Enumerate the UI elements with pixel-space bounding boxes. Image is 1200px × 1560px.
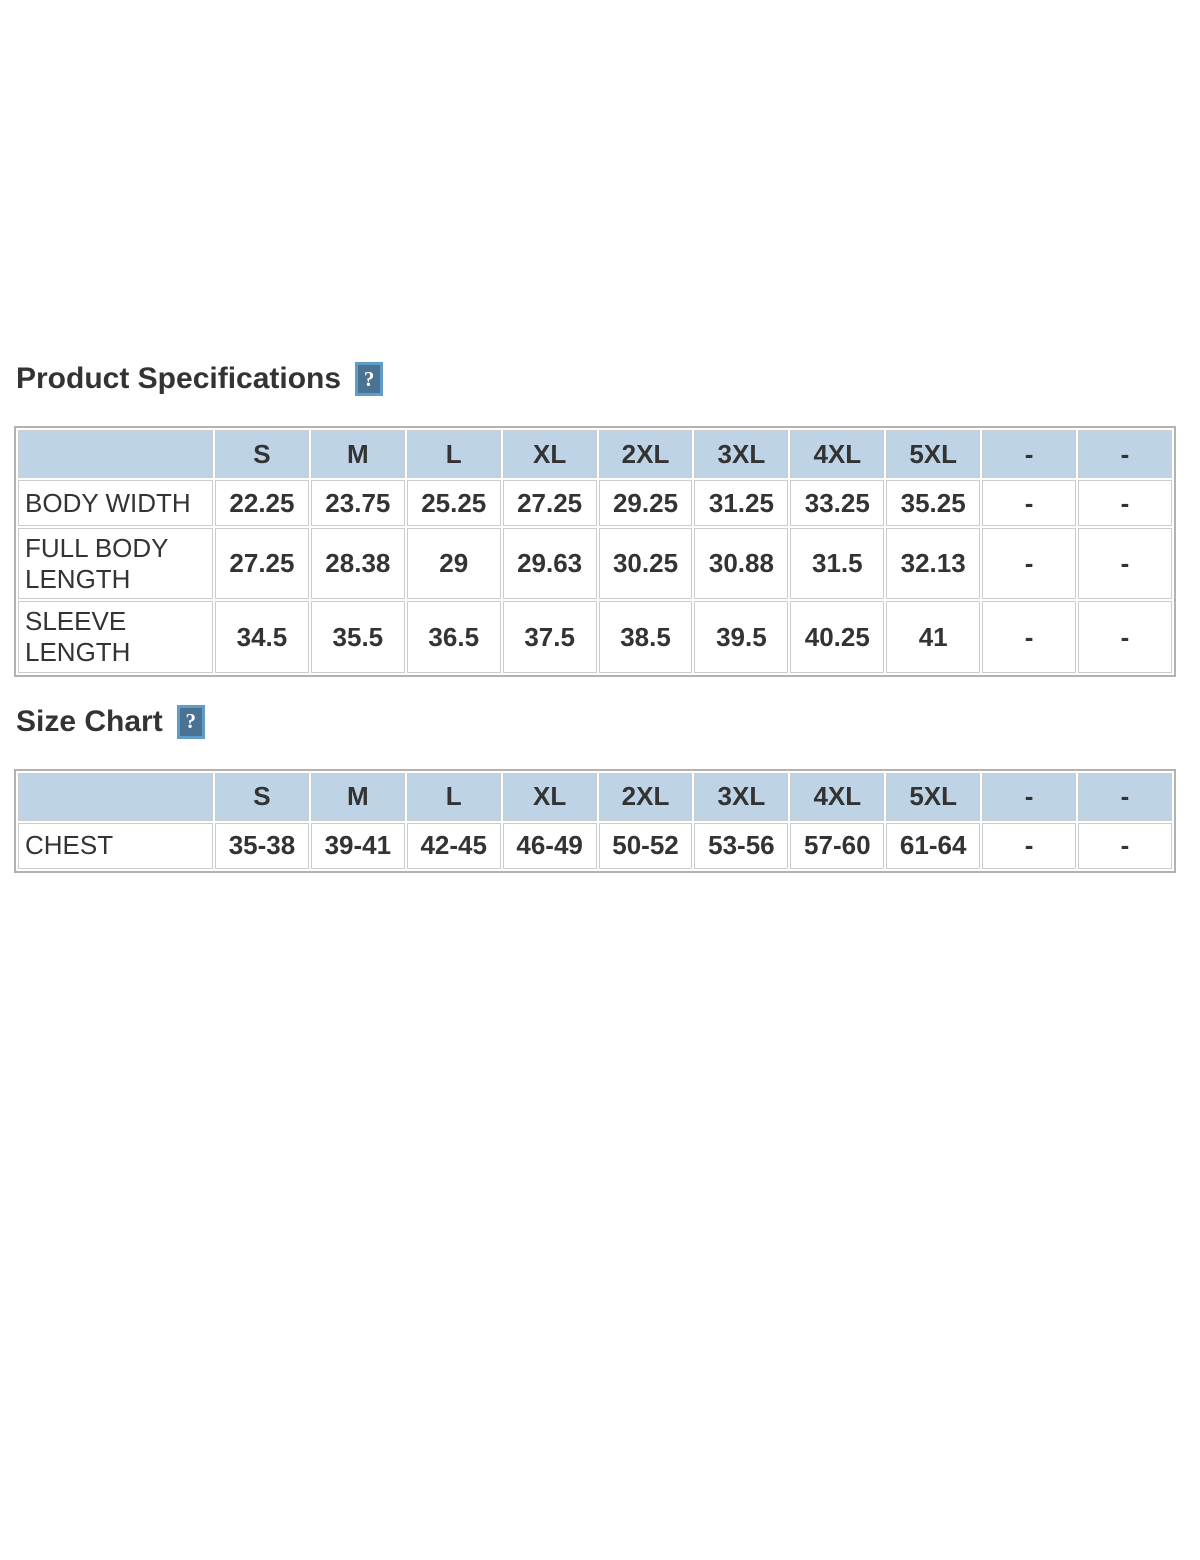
value-cell: 28.38 (310, 528, 405, 600)
value-cell: 57-60 (790, 822, 885, 869)
page: Product Specifications ? S M L XL 2XL 3XL 4XL 5… (0, 360, 1200, 873)
value-cell: 29 (406, 528, 501, 600)
value-cell: 29.25 (598, 480, 693, 526)
value-cell: - (982, 601, 1077, 673)
page-title: Size Chart (16, 704, 163, 738)
size-column-header: - (1078, 430, 1172, 478)
size-column-header: - (982, 430, 1077, 478)
value-cell: 34.5 (215, 601, 309, 673)
value-cell: 27.25 (215, 528, 309, 600)
help-icon[interactable]: ? (176, 704, 205, 739)
row-label: FULL BODY LENGTH (18, 528, 213, 600)
value-cell: 53-56 (694, 822, 789, 869)
size-column-header: M (310, 772, 405, 821)
size-column-header: S (215, 772, 309, 821)
size-column-header: 5XL (886, 772, 981, 821)
product-specifications-table: S M L XL 2XL 3XL 4XL 5XL - - BODY WIDTH 22.25 23.75… (14, 426, 1176, 677)
value-cell: 27.25 (502, 480, 597, 526)
size-column-header: 2XL (598, 430, 693, 478)
value-cell: 61-64 (886, 822, 981, 869)
value-cell: 35.5 (310, 601, 405, 673)
value-cell: - (982, 480, 1077, 526)
value-cell: 35.25 (886, 480, 981, 526)
size-column-header: XL (502, 772, 597, 821)
value-cell: - (982, 822, 1077, 869)
header-row: S M L XL 2XL 3XL 4XL 5XL - - (18, 430, 1172, 478)
value-cell: 32.13 (886, 528, 981, 600)
size-column-header: 3XL (694, 772, 789, 821)
value-cell: 36.5 (406, 601, 501, 673)
row-label: CHEST (18, 822, 213, 869)
size-column-header: 4XL (790, 772, 885, 821)
table-row: CHEST 35-38 39-41 42-45 46-49 50-52 53-56 57-60… (18, 822, 1172, 869)
size-column-header: L (406, 772, 501, 821)
value-cell: 42-45 (406, 822, 501, 869)
value-cell: 31.25 (694, 480, 789, 526)
size-column-header: 5XL (886, 430, 981, 478)
size-column-header: - (1078, 772, 1172, 821)
value-cell: 31.5 (790, 528, 885, 600)
value-cell: - (1078, 480, 1172, 526)
size-column-header: - (982, 772, 1077, 821)
section-heading: Size Chart ? (14, 703, 1176, 741)
value-cell: 50-52 (598, 822, 693, 869)
value-cell: 39-41 (310, 822, 405, 869)
value-cell: - (1078, 822, 1172, 869)
section-heading: Product Specifications ? (14, 360, 1176, 398)
size-column-header: XL (502, 430, 597, 478)
corner-cell (18, 772, 213, 821)
size-column-header: M (310, 430, 405, 478)
table-row: BODY WIDTH 22.25 23.75 25.25 27.25 29.25 31.25… (18, 480, 1172, 526)
product-specifications-section: Product Specifications ? S M L XL 2XL 3XL 4XL 5… (14, 360, 1176, 677)
value-cell: 40.25 (790, 601, 885, 673)
value-cell: 30.88 (694, 528, 789, 600)
size-column-header: S (215, 430, 309, 478)
value-cell: 41 (886, 601, 981, 673)
help-icon[interactable]: ? (355, 362, 384, 396)
table-row: FULL BODY LENGTH 27.25 28.38 29 29.63 30.25 30… (18, 528, 1172, 600)
row-label: SLEEVE LENGTH (18, 601, 213, 673)
value-cell: 35-38 (215, 822, 309, 869)
row-label: BODY WIDTH (18, 480, 213, 526)
size-column-header: 2XL (598, 772, 693, 821)
size-column-header: 4XL (790, 430, 885, 478)
size-column-header: L (406, 430, 501, 478)
value-cell: 39.5 (694, 601, 789, 673)
value-cell: 23.75 (310, 480, 405, 526)
size-column-header: 3XL (694, 430, 789, 478)
page-title: Product Specifications (16, 362, 342, 395)
value-cell: 29.63 (502, 528, 597, 600)
value-cell: 37.5 (502, 601, 597, 673)
table-row: SLEEVE LENGTH 34.5 35.5 36.5 37.5 38.5 39.5 40.… (18, 601, 1172, 673)
value-cell: - (1078, 601, 1172, 673)
header-row: S M L XL 2XL 3XL 4XL 5XL - - (18, 772, 1172, 821)
value-cell: 46-49 (502, 822, 597, 869)
corner-cell (18, 430, 213, 478)
value-cell: 22.25 (215, 480, 309, 526)
value-cell: - (1078, 528, 1172, 600)
size-chart-section: Size Chart ? S M L XL 2XL 3XL 4XL 5XL - - CHEST 35… (14, 703, 1176, 873)
value-cell: - (982, 528, 1077, 600)
value-cell: 38.5 (598, 601, 693, 673)
size-chart-table: S M L XL 2XL 3XL 4XL 5XL - - CHEST 35-38 39-41 42-45… (14, 768, 1176, 873)
value-cell: 33.25 (790, 480, 885, 526)
value-cell: 25.25 (406, 480, 501, 526)
value-cell: 30.25 (598, 528, 693, 600)
